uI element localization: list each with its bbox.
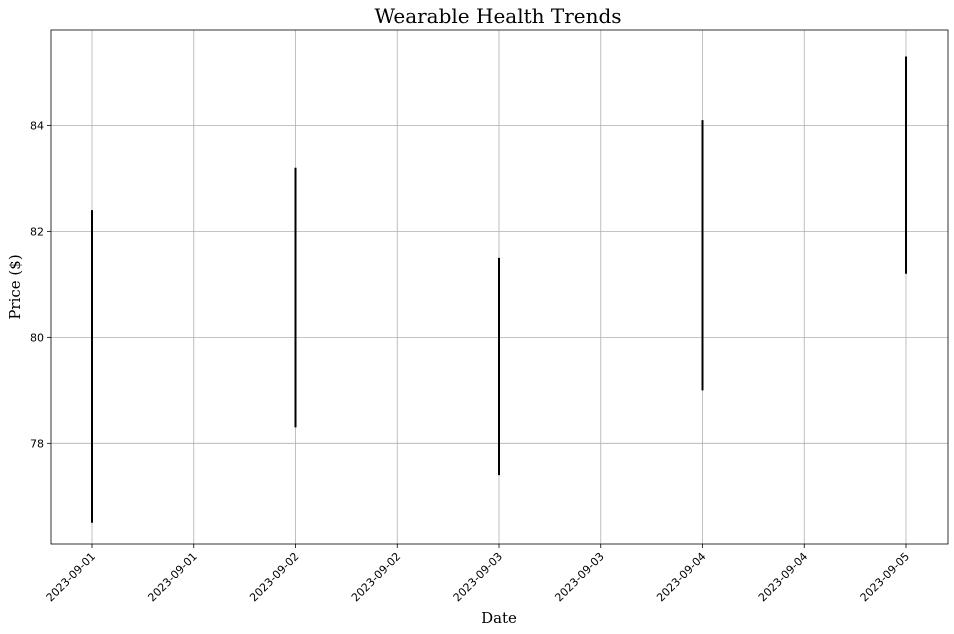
y-tick-label: 78 bbox=[30, 437, 44, 450]
y-tick-label: 80 bbox=[30, 331, 44, 344]
x-tick-label: 2023-09-03 bbox=[552, 550, 606, 604]
y-tick-label: 84 bbox=[30, 119, 44, 132]
x-tick-label: 2023-09-02 bbox=[349, 550, 403, 604]
range-bars bbox=[91, 56, 907, 523]
x-tick-label: 2023-09-05 bbox=[858, 550, 912, 604]
x-tick-label: 2023-09-04 bbox=[654, 550, 708, 604]
y-axis-label: Price ($) bbox=[6, 254, 24, 319]
x-tick-label: 2023-09-03 bbox=[451, 550, 505, 604]
x-axis: 2023-09-01 2023-09-01 2023-09-02 2023-09-02… bbox=[44, 544, 912, 604]
x-tick-label: 2023-09-01 bbox=[145, 550, 199, 604]
x-tick-label: 2023-09-01 bbox=[44, 550, 98, 604]
y-tick-label: 82 bbox=[30, 225, 44, 238]
x-axis-label: Date bbox=[481, 609, 517, 627]
y-axis: 78 80 82 84 bbox=[30, 119, 51, 450]
x-tick-label: 2023-09-04 bbox=[756, 550, 810, 604]
x-tick-label: 2023-09-02 bbox=[247, 550, 301, 604]
plot-area bbox=[50, 29, 949, 545]
chart-title: Wearable Health Trends bbox=[374, 4, 621, 28]
